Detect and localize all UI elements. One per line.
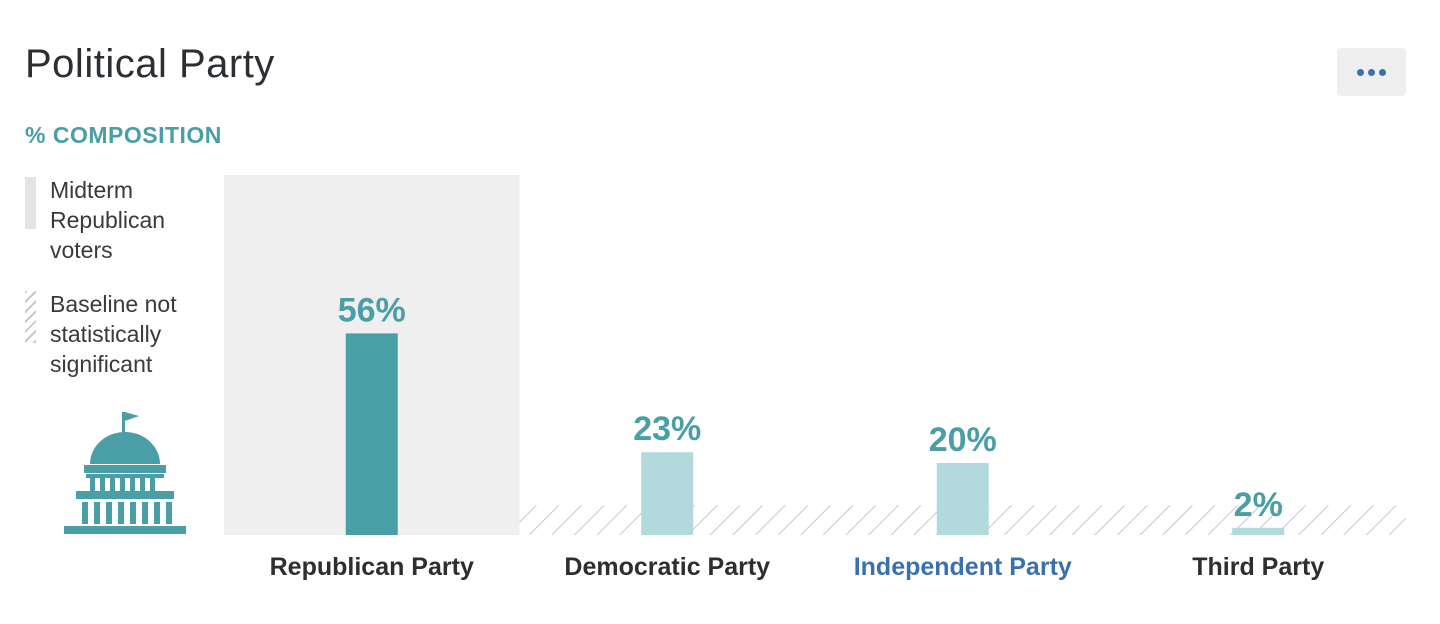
page-title: Political Party [25,42,275,86]
category-label-third-party: Third Party [1192,553,1324,581]
category-label-democratic-party: Democratic Party [564,553,770,581]
bar-value-label: 23% [633,410,701,448]
bar-value-label: 20% [929,421,997,459]
legend-swatch-hatched [25,291,36,343]
legend-label: Baseline not statistically significant [50,291,177,377]
dot [1379,68,1386,76]
bar-value-label: 2% [1234,486,1283,524]
category-label-republican-party: Republican Party [270,553,474,581]
legend-label: Midterm Republican voters [50,177,166,263]
bar-democratic-party[interactable] [641,452,694,535]
category-label-independent-party[interactable]: Independent Party [854,553,1072,581]
bar-value-label: 56% [338,291,406,329]
chart-subtitle: % COMPOSITION [25,122,222,148]
bar-independent-party[interactable] [936,463,989,535]
dot [1368,68,1375,76]
bar-third-party[interactable] [1232,527,1285,535]
more-horizontal-icon [1357,68,1364,76]
capitol-building-icon [60,410,190,541]
bar-republican-party[interactable] [345,333,398,535]
more-options-button[interactable] [1337,48,1406,96]
legend-swatch-solid [25,177,36,229]
